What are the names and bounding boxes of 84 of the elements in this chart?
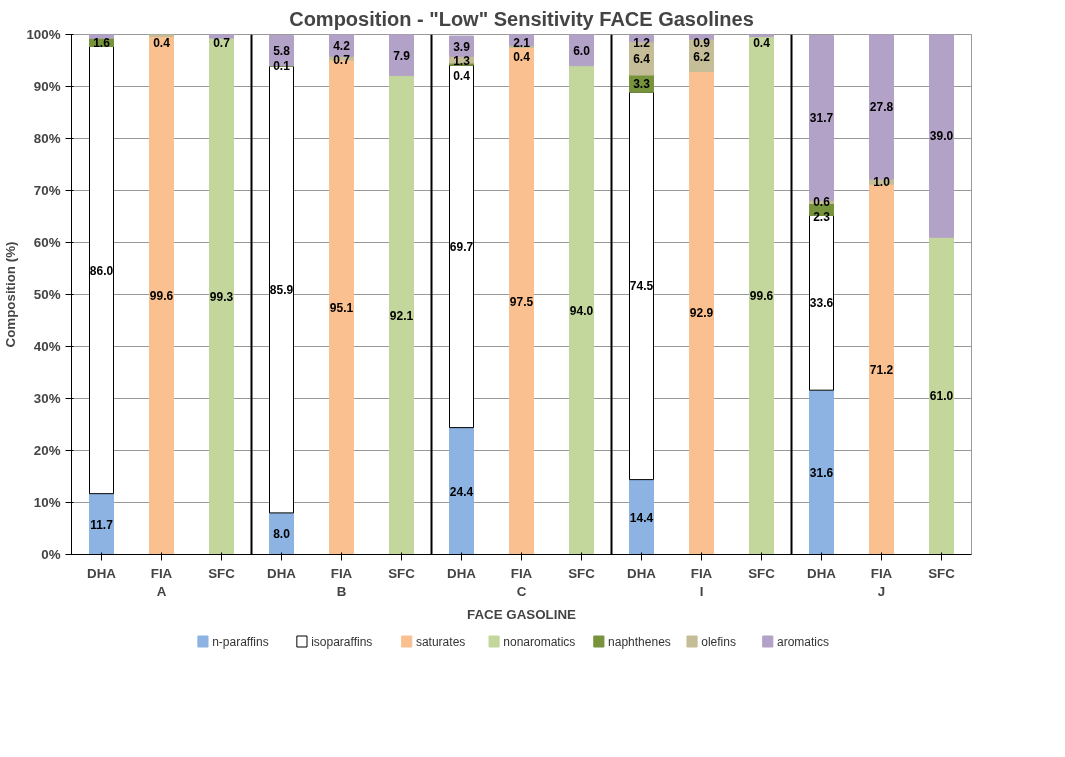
x-tick-label: DHA bbox=[807, 565, 837, 581]
data-label: 0.7 bbox=[333, 53, 351, 68]
data-label: 1.0 bbox=[873, 175, 891, 190]
data-label: 74.5 bbox=[629, 279, 654, 294]
data-label: 6.2 bbox=[693, 50, 711, 65]
legend-label: nonaromatics bbox=[503, 634, 576, 649]
chart-title: Composition - "Low" Sensitivity FACE Gasolines bbox=[289, 7, 754, 30]
data-label: 99.6 bbox=[149, 289, 174, 304]
y-tick-label: 90% bbox=[33, 79, 61, 94]
y-tick-label: 30% bbox=[33, 391, 61, 406]
y-axis-title: Composition (%) bbox=[3, 241, 19, 348]
data-label: 0.6 bbox=[813, 195, 831, 210]
x-tick-label: SFC bbox=[568, 565, 596, 581]
data-label: 0.4 bbox=[153, 35, 171, 50]
x-tick-label: SFC bbox=[928, 565, 956, 581]
legend-label: olefins bbox=[701, 634, 736, 649]
data-label: 11.7 bbox=[90, 517, 114, 532]
data-label: 92.9 bbox=[689, 306, 714, 321]
legend-label: aromatics bbox=[776, 634, 829, 649]
x-tick-label: DHA bbox=[447, 565, 477, 581]
data-label: 1.2 bbox=[633, 35, 651, 50]
text: I bbox=[699, 583, 704, 599]
data-label: 8.0 bbox=[273, 527, 291, 542]
data-label: 99.6 bbox=[749, 289, 774, 304]
data-label: 31.7 bbox=[809, 111, 834, 126]
y-tick-label: 80% bbox=[33, 131, 61, 146]
x-tick-label: SFC bbox=[388, 565, 416, 581]
data-label: 97.5 bbox=[509, 294, 534, 309]
x-tick-label: DHA bbox=[627, 565, 657, 581]
data-label: 61.0 bbox=[929, 389, 954, 404]
data-label: 0.4 bbox=[453, 68, 471, 83]
y-tick-label: 40% bbox=[33, 339, 61, 354]
legend-label: saturates bbox=[415, 634, 466, 649]
data-label: 39.0 bbox=[929, 129, 954, 144]
x-tick-label: DHA bbox=[267, 565, 297, 581]
x-tick-label: SFC bbox=[748, 565, 776, 581]
y-tick-label: 10% bbox=[33, 495, 61, 510]
data-label: 0.4 bbox=[753, 35, 771, 50]
data-label: 7.9 bbox=[393, 48, 411, 63]
y-tick-label: 50% bbox=[33, 287, 61, 302]
x-tick-label: FIA bbox=[330, 565, 353, 581]
data-label: 95.1 bbox=[329, 300, 354, 315]
data-label: 6.0 bbox=[573, 43, 591, 58]
data-label: 3.3 bbox=[633, 77, 651, 92]
data-label: 31.6 bbox=[809, 465, 834, 480]
x-tick-label: FIA bbox=[690, 565, 713, 581]
x-tick-label: FIA bbox=[870, 565, 893, 581]
x-tick-label: FIA bbox=[150, 565, 173, 581]
data-label: 24.4 bbox=[449, 484, 474, 499]
data-label: 92.1 bbox=[389, 308, 414, 323]
x-tick-label: FIA bbox=[510, 565, 533, 581]
legend-label: naphthenes bbox=[608, 634, 671, 649]
x-tick-label: DHA bbox=[87, 565, 117, 581]
text: B bbox=[336, 583, 347, 599]
text: A bbox=[156, 583, 167, 599]
data-label: 33.6 bbox=[809, 296, 834, 311]
data-label: 71.2 bbox=[869, 362, 894, 377]
data-label: 85.9 bbox=[269, 283, 294, 298]
data-label: 0.4 bbox=[513, 50, 531, 65]
x-axis-title: FACE GASOLINE bbox=[467, 606, 577, 622]
data-label: 3.9 bbox=[453, 39, 471, 54]
y-tick-label: 70% bbox=[33, 183, 61, 198]
data-label: 6.4 bbox=[633, 51, 651, 66]
data-label: 99.3 bbox=[209, 289, 234, 304]
data-label: 69.7 bbox=[449, 239, 474, 254]
data-label: 86.0 bbox=[89, 263, 114, 278]
data-label: 5.8 bbox=[273, 44, 291, 59]
x-tick-label: SFC bbox=[208, 565, 236, 581]
data-label: 1.3 bbox=[453, 54, 471, 69]
data-label: 27.8 bbox=[869, 100, 894, 115]
legend-label: isoparaffins bbox=[311, 634, 373, 649]
data-label: 14.4 bbox=[629, 510, 654, 525]
y-tick-label: 20% bbox=[33, 443, 61, 458]
y-tick-label: 0% bbox=[41, 547, 61, 562]
data-label: 94.0 bbox=[569, 303, 594, 318]
data-label: 0.7 bbox=[213, 35, 231, 50]
legend-label: n-paraffins bbox=[212, 634, 269, 649]
y-tick-label: 60% bbox=[33, 235, 61, 250]
data-label: 1.6 bbox=[93, 35, 111, 50]
text: C bbox=[516, 583, 527, 599]
data-label: 0.9 bbox=[693, 35, 711, 50]
y-tick-label: 100% bbox=[26, 27, 61, 42]
data-label: 4.2 bbox=[333, 38, 351, 53]
text: J bbox=[877, 583, 886, 599]
